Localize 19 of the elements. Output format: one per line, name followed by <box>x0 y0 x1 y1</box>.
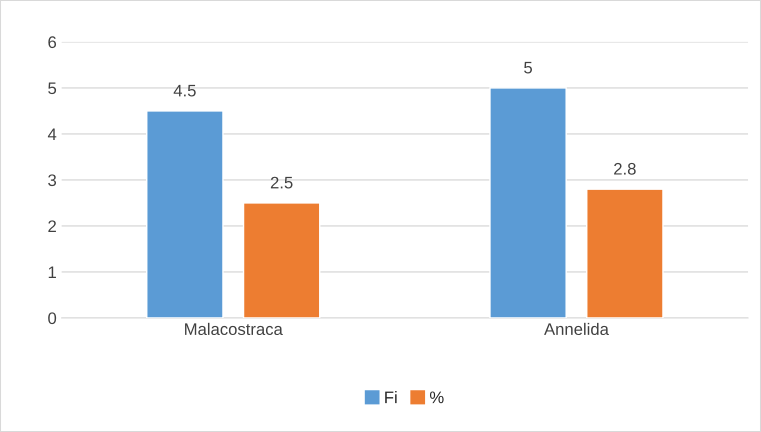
x-tick-label: Annelida <box>544 322 609 336</box>
data-label: 4.5 <box>174 84 196 97</box>
bar <box>146 110 224 318</box>
y-tick-label: 0 <box>48 312 56 324</box>
data-label: 2.5 <box>270 176 293 189</box>
bar <box>586 188 664 318</box>
legend-label: % <box>430 392 444 404</box>
y-tick-label: 1 <box>48 266 56 278</box>
y-tick-label: 3 <box>48 174 56 186</box>
bar <box>489 87 567 318</box>
y-tick-label: 4 <box>48 128 56 140</box>
bar <box>242 202 320 318</box>
legend-label: Fi <box>385 391 397 404</box>
data-label: 2.8 <box>614 162 636 175</box>
y-tick-label: 6 <box>48 36 56 48</box>
y-tick-label: 5 <box>48 82 56 94</box>
y-tick-label: 2 <box>48 220 56 232</box>
data-label: 5 <box>524 62 532 74</box>
x-tick-label: Malacostraca <box>185 322 283 336</box>
